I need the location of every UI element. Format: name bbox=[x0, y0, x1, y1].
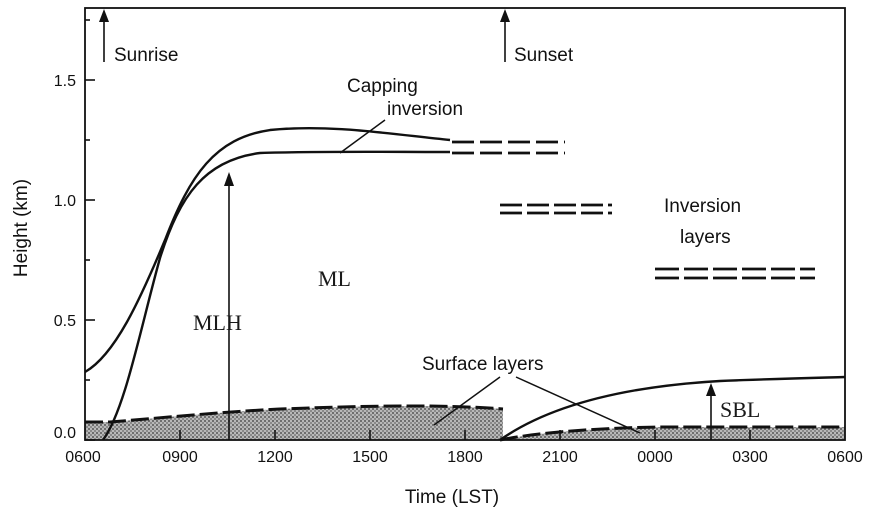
stable-boundary-layer-top-curve bbox=[499, 375, 846, 441]
sunrise-arrowhead bbox=[99, 9, 109, 22]
sunset-marker bbox=[500, 9, 510, 62]
residual-layer-dashes bbox=[452, 140, 565, 155]
sunset-arrowhead bbox=[500, 9, 510, 22]
y-tick-label: 0.5 bbox=[54, 313, 76, 330]
x-tick-label: 1200 bbox=[257, 449, 293, 466]
y-tick-label: 1.5 bbox=[54, 73, 76, 90]
sunrise-marker bbox=[99, 9, 109, 62]
surface-layers-leader-night bbox=[515, 376, 641, 434]
inversion-layers-label-line1: Inversion bbox=[664, 196, 741, 217]
capping-inversion-base-curve bbox=[102, 150, 451, 441]
y-tick-labels: 0.0 0.5 1.0 1.5 bbox=[54, 73, 76, 442]
x-tick-label: 0600 bbox=[827, 449, 863, 466]
x-tick-label: 2100 bbox=[542, 449, 578, 466]
inversion-layer-dashes-upper bbox=[500, 203, 612, 215]
x-tick-label: 1500 bbox=[352, 449, 388, 466]
y-axis-title: Height (km) bbox=[11, 179, 32, 277]
x-tick-labels: 0600 0900 1200 1500 1800 2100 0000 0300 … bbox=[65, 449, 863, 466]
inversion-layer-dashes-lower bbox=[655, 267, 815, 280]
capping-inversion-leader bbox=[339, 119, 386, 154]
surface-layers-leader-day bbox=[433, 376, 501, 426]
x-tick-label: 0900 bbox=[162, 449, 198, 466]
sbl-label: SBL bbox=[720, 397, 760, 422]
x-tick-label: 0300 bbox=[732, 449, 768, 466]
plot-frame bbox=[84, 7, 846, 441]
sbl-arrow bbox=[706, 383, 716, 440]
ml-label: ML bbox=[318, 266, 351, 291]
y-tick-label: 1.0 bbox=[54, 193, 76, 210]
x-axis-title: Time (LST) bbox=[405, 487, 499, 508]
mlh-arrow bbox=[224, 172, 234, 440]
inversion-layers-label-line2: layers bbox=[680, 227, 731, 248]
capping-inversion-top-curve bbox=[84, 126, 451, 374]
sbl-arrowhead bbox=[706, 383, 716, 396]
mlh-arrowhead bbox=[224, 172, 234, 186]
sunset-label: Sunset bbox=[514, 45, 574, 66]
surface-layer-day-shading bbox=[85, 405, 503, 440]
x-tick-label: 1800 bbox=[447, 449, 483, 466]
y-axis-ticks bbox=[85, 19, 95, 441]
sunrise-label: Sunrise bbox=[114, 45, 178, 66]
mlh-label: MLH bbox=[193, 310, 242, 335]
x-axis-ticks bbox=[179, 430, 751, 440]
capping-inversion-label-line1: Capping bbox=[347, 76, 418, 97]
surface-layers-label: Surface layers bbox=[422, 354, 543, 375]
surface-layer-night-top bbox=[499, 425, 845, 442]
y-tick-label: 0.0 bbox=[54, 425, 76, 442]
surface-layer-day-top bbox=[85, 404, 504, 424]
capping-inversion-label-line2: inversion bbox=[387, 99, 463, 120]
x-tick-label: 0600 bbox=[65, 449, 101, 466]
x-tick-label: 0000 bbox=[637, 449, 673, 466]
